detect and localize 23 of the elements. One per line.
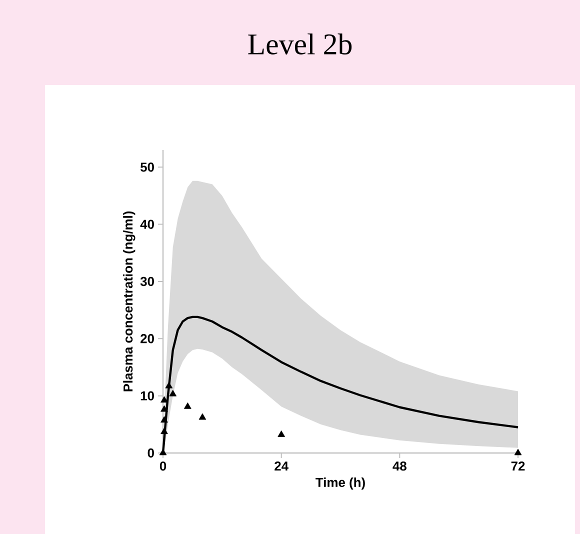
x-tick-label: 24 [274,462,288,471]
y-tick-label: 30 [140,276,154,286]
x-tick-label: 48 [392,462,406,471]
point [160,428,168,434]
point [169,390,177,396]
y-tick-label: 50 [140,162,154,172]
point [160,416,168,423]
point [278,430,286,437]
point [198,413,206,420]
y-axis-title: Plasma concentration (ng/ml) [123,211,136,392]
x-axis-title: Time (h) [316,478,365,490]
y-tick-label: 20 [140,334,154,344]
y-tick-label: 40 [140,220,154,229]
point [514,448,522,456]
x-tick-label: 72 [511,462,525,471]
point [160,405,168,412]
chart-title: Level 2b [248,33,352,55]
y-tick-label: 10 [140,391,154,400]
point [165,382,173,388]
x-tick-label: 0 [160,462,166,471]
y-tick-label: 0 [148,448,154,458]
point [159,448,167,456]
point [184,402,192,409]
